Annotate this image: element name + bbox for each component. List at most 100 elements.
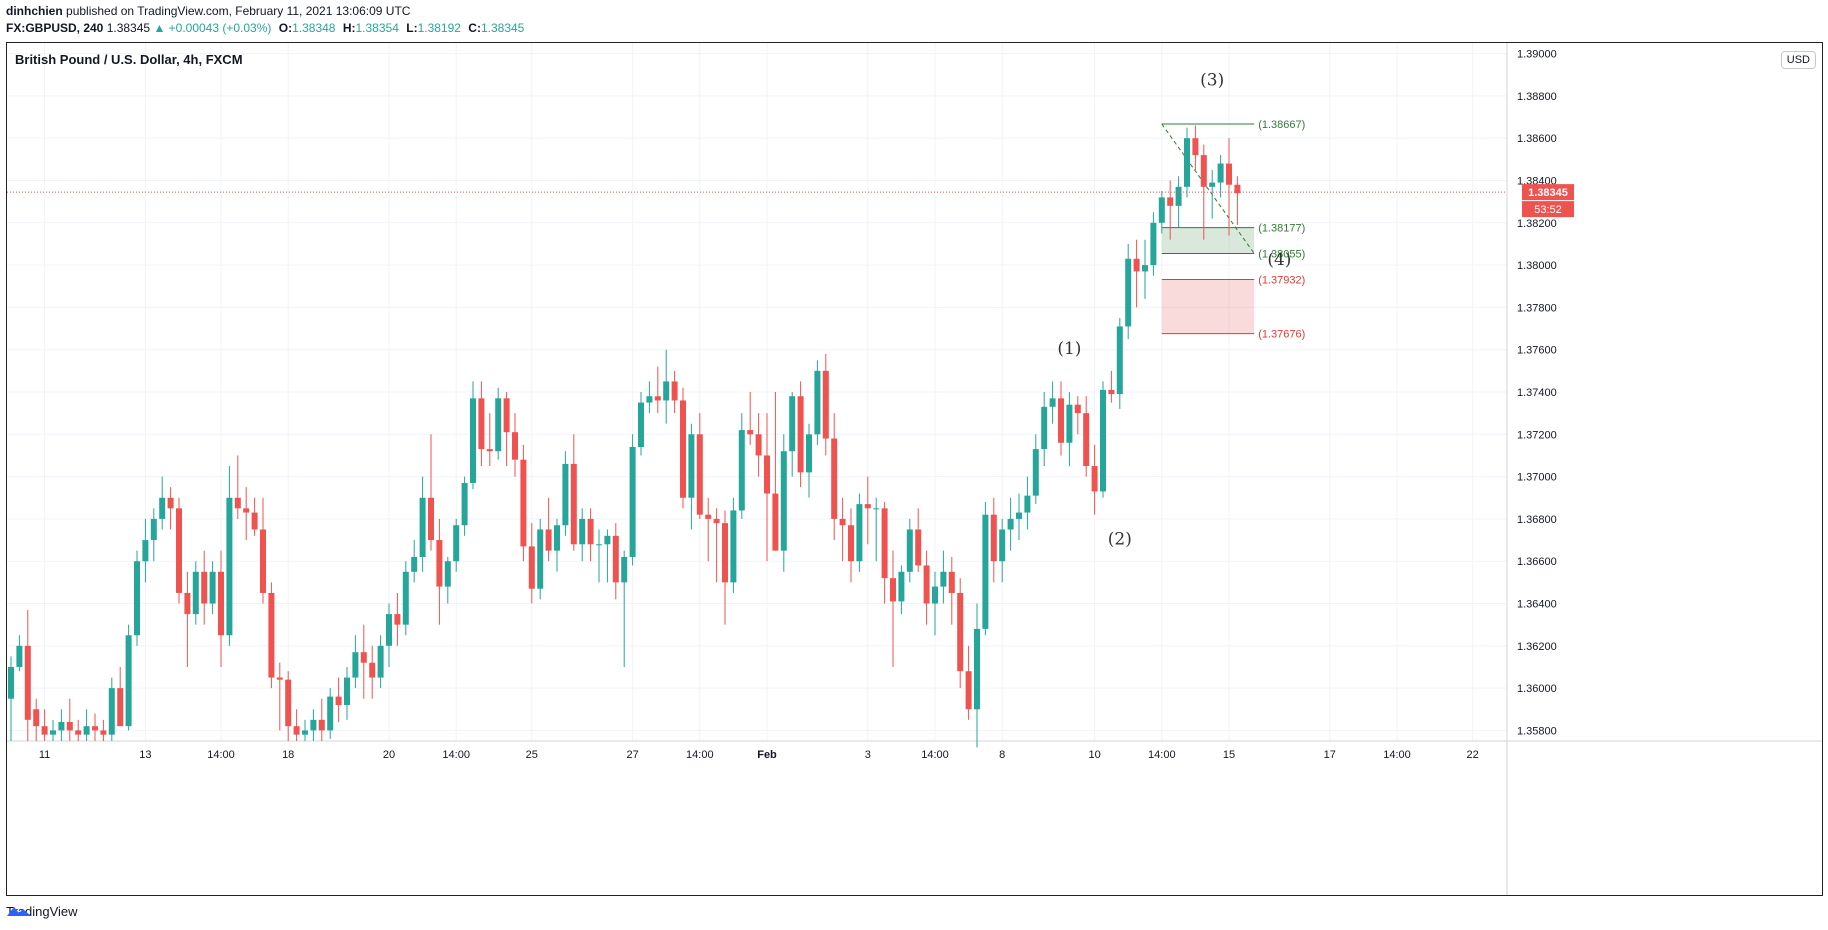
candle-body	[898, 571, 905, 602]
candle-body	[856, 504, 863, 562]
candle-body	[428, 497, 434, 541]
candle-body	[226, 497, 233, 636]
candle-body	[1209, 182, 1216, 187]
candle-body	[176, 508, 182, 593]
level-label: (1.37932)	[1258, 274, 1305, 286]
candle-body	[1150, 222, 1157, 266]
candle-body	[638, 402, 644, 447]
y-tick-label: 1.36400	[1517, 599, 1557, 611]
y-tick-label: 1.37400	[1517, 387, 1557, 399]
y-tick-label: 1.37200	[1517, 429, 1557, 441]
candle-body	[1217, 163, 1224, 183]
target-zone	[1161, 279, 1255, 334]
candle-body	[1142, 265, 1148, 272]
candle-body	[1125, 258, 1132, 327]
candle-body	[990, 514, 997, 562]
candle-body	[352, 652, 359, 678]
candle-body	[486, 449, 493, 452]
candle-body	[822, 370, 829, 439]
candle-body	[293, 726, 300, 735]
candle-body	[1200, 155, 1207, 187]
x-tick-label: 14:00	[207, 749, 235, 761]
candle-body	[1158, 197, 1165, 223]
candle-body	[16, 645, 23, 667]
candle-body	[1007, 518, 1014, 530]
candle-body	[974, 628, 980, 710]
ohlc-low-value: 1.38192	[417, 21, 461, 35]
price-chart[interactable]: 1.390001.388001.386001.384001.382001.380…	[7, 43, 1822, 895]
symbol-label: FX:GBPUSD, 240	[6, 21, 104, 35]
x-tick-label: 3	[865, 749, 871, 761]
level-label: (1.38667)	[1258, 119, 1305, 131]
candle-body	[839, 518, 846, 526]
candle-body	[386, 614, 392, 646]
x-tick-label: 20	[383, 749, 395, 761]
candle-body	[369, 662, 376, 678]
candle-body	[1226, 163, 1232, 185]
countdown-tag	[1522, 201, 1574, 218]
candle-body	[276, 677, 283, 680]
y-tick-label: 1.38800	[1517, 91, 1557, 103]
candle-body	[688, 434, 695, 498]
candle-body	[108, 688, 115, 735]
candle-body	[209, 571, 216, 604]
candle-body	[192, 571, 199, 615]
wave-annotation: (1)	[1057, 339, 1081, 359]
candle-body	[134, 561, 140, 636]
candle-body	[764, 455, 770, 494]
candle-body	[142, 540, 149, 562]
chart-frame[interactable]: 1.39000 1.38800 1.38600 1.38400 1.38200 1.380…	[6, 42, 1823, 896]
candle-body	[218, 571, 224, 636]
candle-body	[890, 578, 896, 602]
candle-body	[915, 529, 922, 566]
candle-body	[730, 510, 737, 583]
candle-body	[344, 677, 350, 706]
x-tick-label: 11	[39, 749, 50, 761]
candle-body	[554, 525, 560, 551]
currency-badge[interactable]: USD	[1780, 51, 1816, 69]
y-tick-label: 1.37800	[1517, 302, 1557, 314]
candle-body	[360, 652, 367, 663]
candle-body	[654, 396, 661, 401]
candle-body	[772, 493, 779, 551]
candle-body	[545, 529, 552, 551]
wave-annotation: (4)	[1267, 250, 1291, 270]
x-tick-label: 14:00	[686, 749, 714, 761]
candle-body	[831, 438, 838, 519]
candle-body	[1184, 138, 1190, 187]
x-tick-label: 13	[139, 749, 151, 761]
publish-line: dinhchien published on TradingView.com, …	[6, 4, 410, 18]
candle-body	[1234, 184, 1241, 194]
candle-body	[1024, 495, 1031, 513]
ohlc-close-value: 1.38345	[480, 21, 525, 35]
candle-body	[100, 730, 107, 735]
candle-body	[738, 430, 745, 511]
candle-body	[596, 544, 602, 546]
symbol-line: FX:GBPUSD, 240 1.38345 ▲ +0.00043 (+0.03…	[6, 21, 524, 35]
candle-body	[318, 719, 325, 731]
y-tick-label: 1.36200	[1517, 641, 1557, 653]
candle-body	[814, 370, 821, 435]
y-tick-label: 1.36000	[1517, 683, 1557, 695]
level-label: (1.37676)	[1258, 329, 1305, 341]
candle-body	[1108, 389, 1115, 395]
author-name[interactable]: dinhchien	[6, 4, 63, 18]
chart-title: British Pound / U.S. Dollar, 4h, FXCM	[15, 52, 243, 67]
y-tick-label: 1.37000	[1517, 472, 1557, 484]
candle-body	[159, 497, 166, 519]
last-price-label: 1.38345	[1528, 187, 1568, 199]
candle-body	[940, 571, 947, 587]
ohlc-open-label: O:	[278, 21, 293, 35]
ohlc-close-label: C:	[468, 21, 481, 35]
candle-body	[537, 529, 544, 589]
candle-body	[671, 381, 678, 401]
candle-body	[621, 556, 628, 583]
candle-body	[268, 592, 275, 678]
candle-body	[1083, 413, 1090, 467]
candle-body	[92, 726, 98, 731]
countdown-label: 53:52	[1534, 204, 1562, 216]
y-tick-label: 1.36800	[1517, 514, 1557, 526]
candle-body	[1074, 404, 1081, 414]
candle-body	[184, 592, 191, 615]
footer-brand[interactable]: TradingView	[6, 904, 78, 919]
